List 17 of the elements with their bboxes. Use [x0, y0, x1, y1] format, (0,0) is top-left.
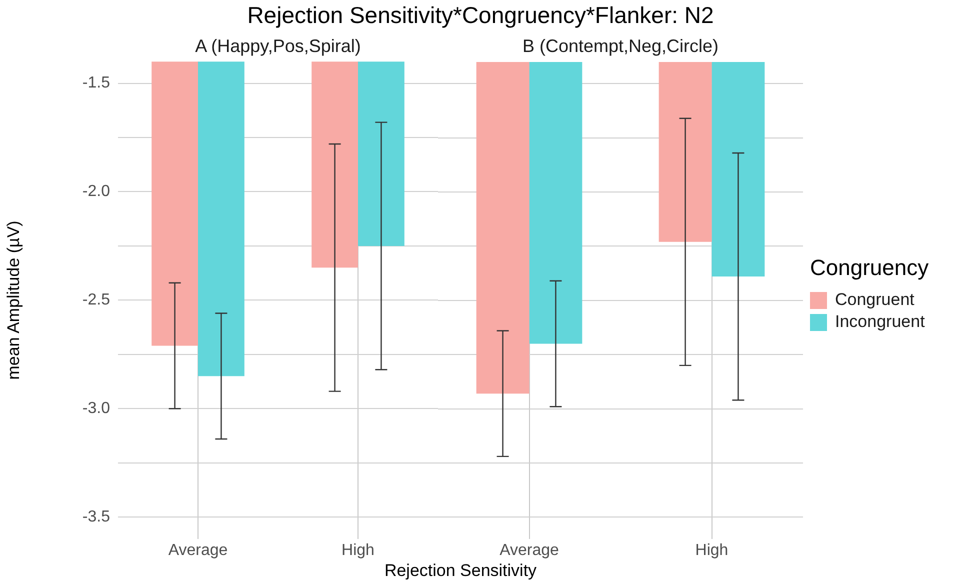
chart-subtitle: B (Contempt,Neg,Circle)	[521, 36, 720, 57]
y-tick-label: -3.5	[82, 508, 110, 526]
x-tick-label: High	[695, 542, 728, 559]
legend-label: Congruent	[835, 290, 914, 310]
chart-title: Rejection Sensitivity*Congruency*Flanker: N2	[246, 2, 715, 29]
legend-label: Incongruent	[835, 312, 925, 332]
x-axis-title: Rejection Sensitivity	[383, 561, 538, 581]
y-tick-label: -3.0	[82, 400, 110, 418]
legend-title: Congruency	[810, 255, 929, 281]
x-tick-label: Average	[168, 542, 228, 559]
y-tick-label: -2.5	[82, 292, 110, 309]
x-tick-label: High	[342, 542, 374, 559]
y-axis-title: mean Amplitude (µV)	[4, 220, 23, 380]
x-tick-label: Average	[500, 542, 559, 559]
y-tick-label: -1.5	[82, 74, 110, 92]
y-tick-label: -2.0	[82, 183, 110, 200]
chart-subtitle: A (Happy,Pos,Spiral)	[194, 36, 362, 57]
